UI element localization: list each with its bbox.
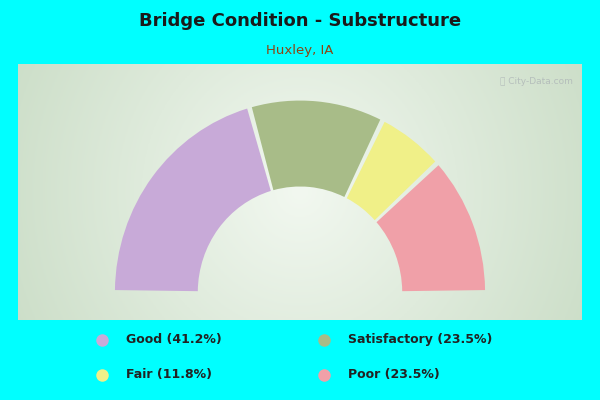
Text: Good (41.2%): Good (41.2%) bbox=[126, 333, 222, 346]
Wedge shape bbox=[252, 100, 380, 197]
Wedge shape bbox=[115, 108, 271, 291]
Wedge shape bbox=[377, 165, 485, 291]
Text: Poor (23.5%): Poor (23.5%) bbox=[348, 368, 440, 381]
Text: ⓘ City-Data.com: ⓘ City-Data.com bbox=[500, 77, 573, 86]
Text: Bridge Condition - Substructure: Bridge Condition - Substructure bbox=[139, 12, 461, 30]
Text: Satisfactory (23.5%): Satisfactory (23.5%) bbox=[348, 333, 493, 346]
Text: Fair (11.8%): Fair (11.8%) bbox=[126, 368, 212, 381]
Text: Huxley, IA: Huxley, IA bbox=[266, 44, 334, 57]
Wedge shape bbox=[347, 122, 435, 220]
